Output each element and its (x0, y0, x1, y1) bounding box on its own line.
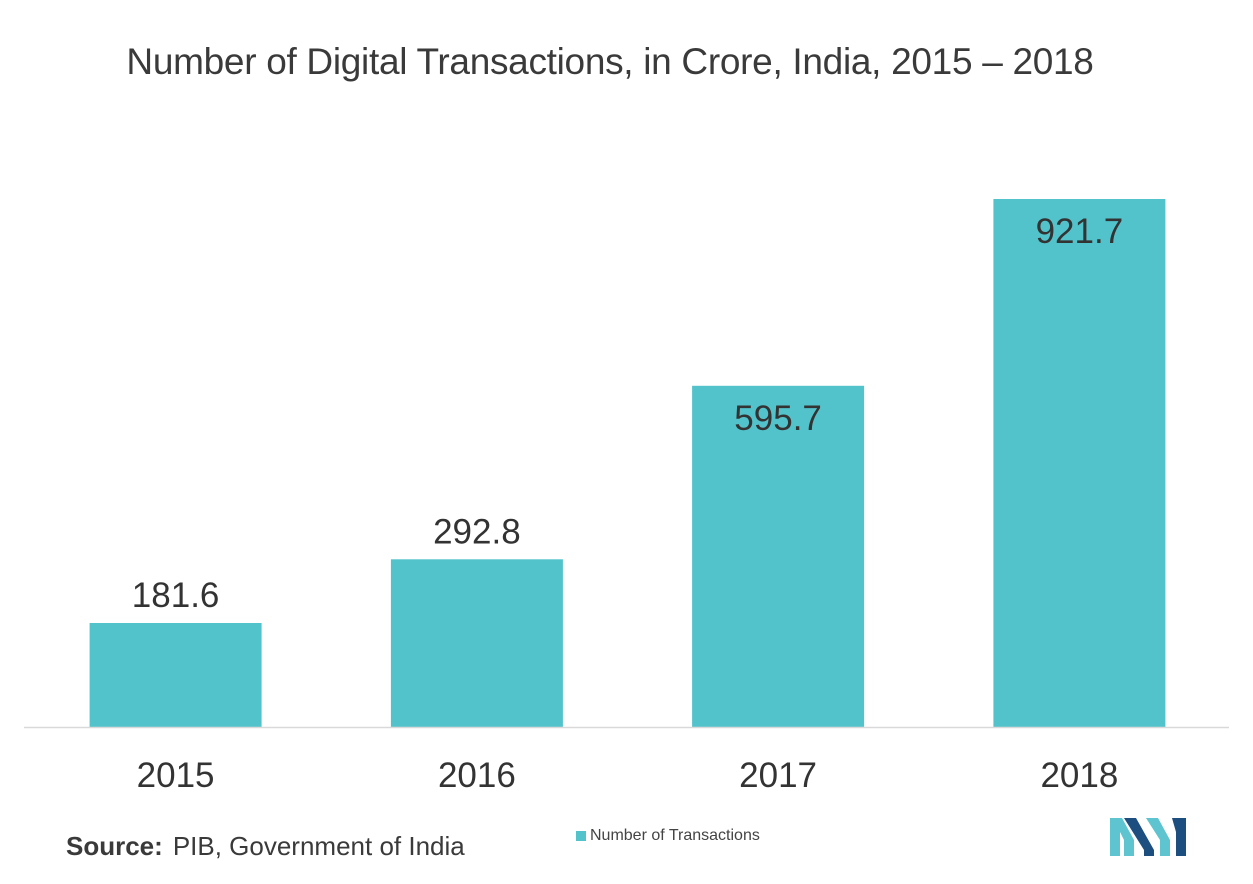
bar-2017 (692, 385, 865, 727)
source-label: Source: (66, 831, 163, 861)
bar-2015 (89, 623, 262, 727)
chart-legend: Number of Transactions (576, 827, 760, 845)
legend-label: Number of Transactions (590, 827, 760, 844)
logo-end-stroke (1172, 818, 1186, 856)
chart-title: Number of Digital Transactions, in Crore… (126, 41, 1094, 82)
bar-2016 (390, 559, 563, 727)
bar-chart: 181.6 2015 292.8 2016 595.7 2017 921.7 2018 (24, 199, 1229, 795)
data-label-2016: 292.8 (433, 512, 521, 551)
data-label-2017: 595.7 (734, 399, 822, 438)
x-tick-2016: 2016 (438, 756, 516, 795)
x-tick-2017: 2017 (739, 756, 817, 795)
data-label-2018: 921.7 (1036, 212, 1124, 251)
bar-2018 (993, 199, 1166, 727)
logo-right-stroke (1146, 818, 1170, 856)
source-text: PIB, Government of India (172, 831, 465, 861)
legend-swatch (576, 831, 586, 841)
brand-logo-icon (1110, 818, 1186, 856)
logo-left-stroke (1110, 818, 1134, 856)
data-label-2015: 181.6 (132, 576, 220, 615)
source-note: Source: PIB, Government of India (66, 831, 465, 862)
x-tick-2018: 2018 (1040, 756, 1118, 795)
logo-mid-stroke (1124, 818, 1154, 856)
x-tick-2015: 2015 (137, 756, 215, 795)
